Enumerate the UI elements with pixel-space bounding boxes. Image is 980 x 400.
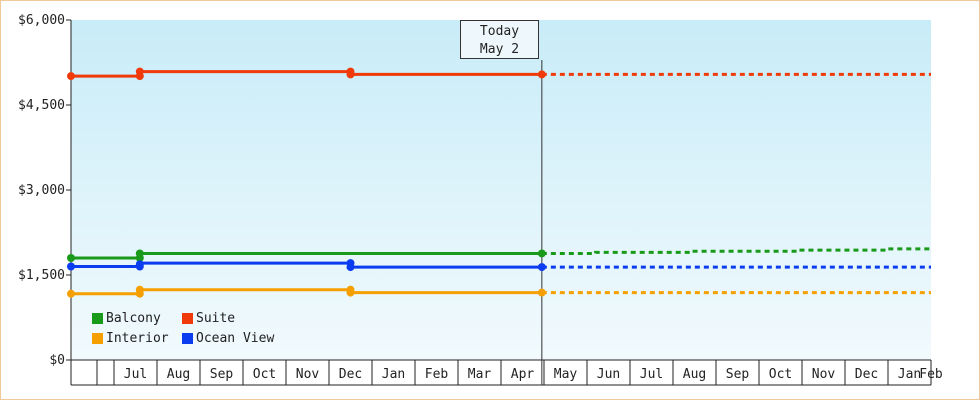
data-point-ocean-view	[135, 260, 144, 269]
data-point-ocean-view	[346, 263, 355, 272]
legend-label-interior: Interior	[106, 331, 169, 346]
x-tick-label: Sep	[726, 367, 750, 382]
plot-area	[71, 20, 931, 360]
x-tick-label: Nov	[812, 367, 836, 382]
today-label-title: Today	[479, 24, 520, 39]
data-point-suite	[537, 70, 546, 79]
legend-item-interior[interactable]: Interior	[92, 331, 182, 346]
series-balcony	[67, 247, 931, 262]
x-tick-label: Jul	[640, 367, 663, 382]
data-point-balcony	[135, 249, 144, 258]
x-tick-label: May	[554, 367, 578, 382]
x-tick-label: Jul	[124, 367, 147, 382]
series-line-ocean-view	[71, 261, 542, 269]
legend-item-balcony[interactable]: Balcony	[92, 311, 182, 326]
x-tick-label: Oct	[253, 367, 276, 382]
legend-item-suite[interactable]: Suite	[182, 311, 302, 326]
legend-swatch-interior	[92, 333, 103, 344]
x-tick-label: Jan	[382, 367, 405, 382]
legend-label-suite: Suite	[196, 311, 236, 326]
legend-swatch-ocean-view	[182, 333, 193, 344]
x-tick-label: Nov	[296, 367, 320, 382]
x-tick-label: Apr	[511, 367, 535, 382]
series-layer	[67, 67, 931, 298]
x-tick-label: Sep	[210, 367, 234, 382]
x-tick-label: Mar	[468, 367, 492, 382]
y-tick-label: $1,500	[18, 268, 65, 283]
data-point-ocean-view	[67, 262, 75, 271]
data-point-interior	[346, 288, 355, 297]
legend-swatch-balcony	[92, 313, 103, 324]
y-axis: $0 $1,500 $3,000 $4,500 $6,000	[18, 13, 72, 385]
x-tick-label: Aug	[167, 367, 190, 382]
today-label: Today May 2	[460, 20, 539, 59]
x-tick-label: Jun	[597, 367, 620, 382]
legend-label-balcony: Balcony	[106, 311, 161, 326]
series-interior	[67, 285, 931, 298]
series-line-suite	[71, 70, 542, 78]
x-tick-label: Feb	[425, 367, 449, 382]
data-point-suite	[135, 67, 144, 76]
today-label-date: May 2	[479, 42, 520, 57]
y-tick-label: $6,000	[18, 13, 65, 28]
data-point-interior	[537, 288, 546, 297]
series-ocean-view	[67, 259, 931, 272]
series-projection-balcony	[541, 247, 931, 255]
x-tick-label: Dec	[855, 367, 878, 382]
x-tick-label: Jan	[898, 367, 921, 382]
x-tick-label: Feb	[919, 367, 943, 382]
data-point-interior	[67, 289, 75, 298]
data-point-balcony	[537, 249, 546, 258]
x-tick-label: Oct	[769, 367, 792, 382]
x-tick-label: Aug	[683, 367, 706, 382]
data-point-suite	[67, 72, 75, 81]
legend: Balcony Suite Interior Ocean View	[92, 311, 302, 346]
data-point-interior	[135, 285, 144, 294]
y-tick-label: $3,000	[18, 183, 65, 198]
y-tick-label: $4,500	[18, 98, 65, 113]
series-suite	[67, 67, 931, 81]
legend-label-ocean-view: Ocean View	[196, 331, 275, 346]
legend-swatch-suite	[182, 313, 193, 324]
series-line-interior	[71, 288, 542, 296]
data-point-balcony	[67, 254, 75, 262]
y-tick-label: $0	[49, 353, 65, 368]
x-tick-label: Dec	[339, 367, 362, 382]
data-point-ocean-view	[537, 263, 546, 272]
legend-item-ocean-view[interactable]: Ocean View	[182, 331, 302, 346]
data-point-suite	[346, 70, 355, 79]
x-axis: Jul Aug Sep Oct Nov Dec Jan Feb Mar Apr May Jun Jul A…	[71, 359, 943, 386]
